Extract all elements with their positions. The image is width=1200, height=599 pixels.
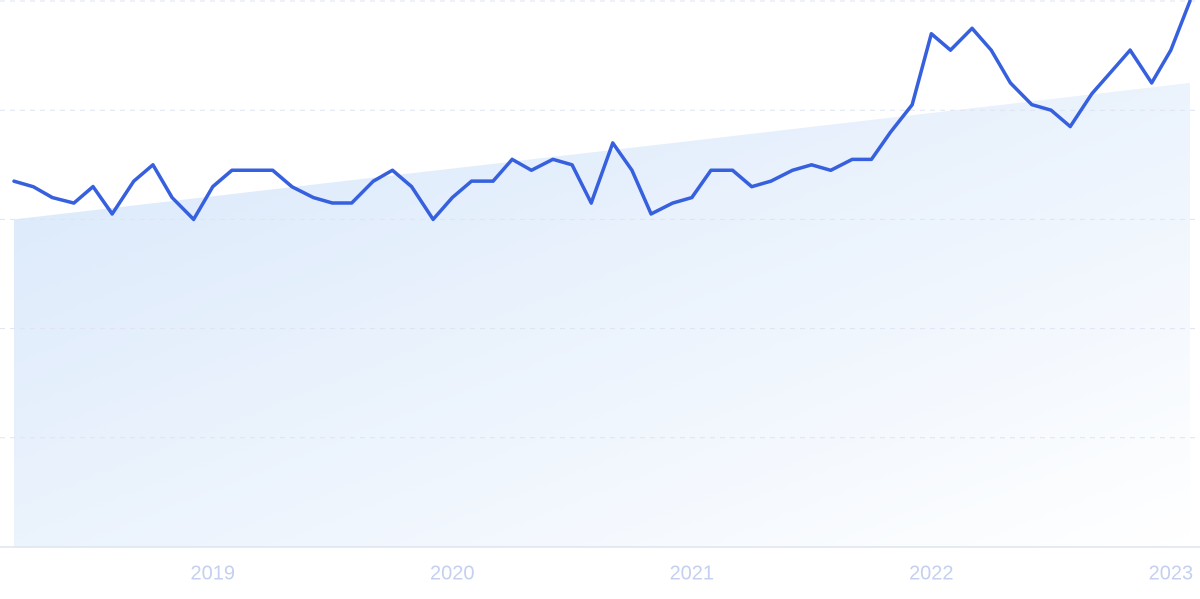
x-tick-label: 2021	[670, 562, 715, 584]
x-tick-label: 2020	[430, 562, 475, 584]
x-tick-label: 2023	[1149, 562, 1194, 584]
trend-area	[14, 82, 1190, 548]
trend-line	[12, 0, 1192, 222]
x-tick-label: 2019	[191, 562, 236, 584]
x-tick-label: 2022	[909, 562, 954, 584]
